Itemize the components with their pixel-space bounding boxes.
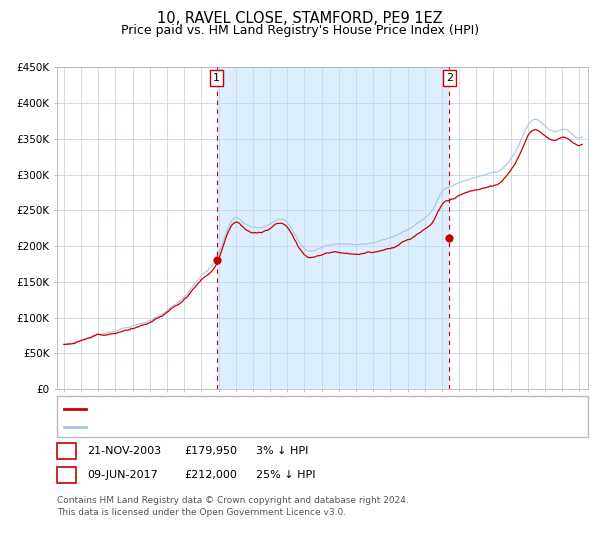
Text: 09-JUN-2017: 09-JUN-2017 xyxy=(87,470,158,480)
Text: 2: 2 xyxy=(63,470,70,480)
Text: 10, RAVEL CLOSE, STAMFORD, PE9 1EZ: 10, RAVEL CLOSE, STAMFORD, PE9 1EZ xyxy=(157,11,443,26)
Text: £212,000: £212,000 xyxy=(184,470,237,480)
Text: Contains HM Land Registry data © Crown copyright and database right 2024.
This d: Contains HM Land Registry data © Crown c… xyxy=(57,496,409,517)
Text: £179,950: £179,950 xyxy=(184,446,237,456)
Point xyxy=(445,233,454,242)
Text: 3% ↓ HPI: 3% ↓ HPI xyxy=(256,446,308,456)
Text: 2: 2 xyxy=(446,73,453,83)
Text: 21-NOV-2003: 21-NOV-2003 xyxy=(87,446,161,456)
Text: Price paid vs. HM Land Registry's House Price Index (HPI): Price paid vs. HM Land Registry's House … xyxy=(121,24,479,37)
Point xyxy=(212,256,221,265)
Text: 1: 1 xyxy=(213,73,220,83)
Bar xyxy=(217,67,449,389)
Text: HPI: Average price, detached house, South Kesteven: HPI: Average price, detached house, Sout… xyxy=(91,422,384,432)
Text: 10, RAVEL CLOSE, STAMFORD, PE9 1EZ (detached house): 10, RAVEL CLOSE, STAMFORD, PE9 1EZ (deta… xyxy=(91,404,410,414)
Text: 1: 1 xyxy=(63,446,70,456)
Text: 25% ↓ HPI: 25% ↓ HPI xyxy=(256,470,316,480)
